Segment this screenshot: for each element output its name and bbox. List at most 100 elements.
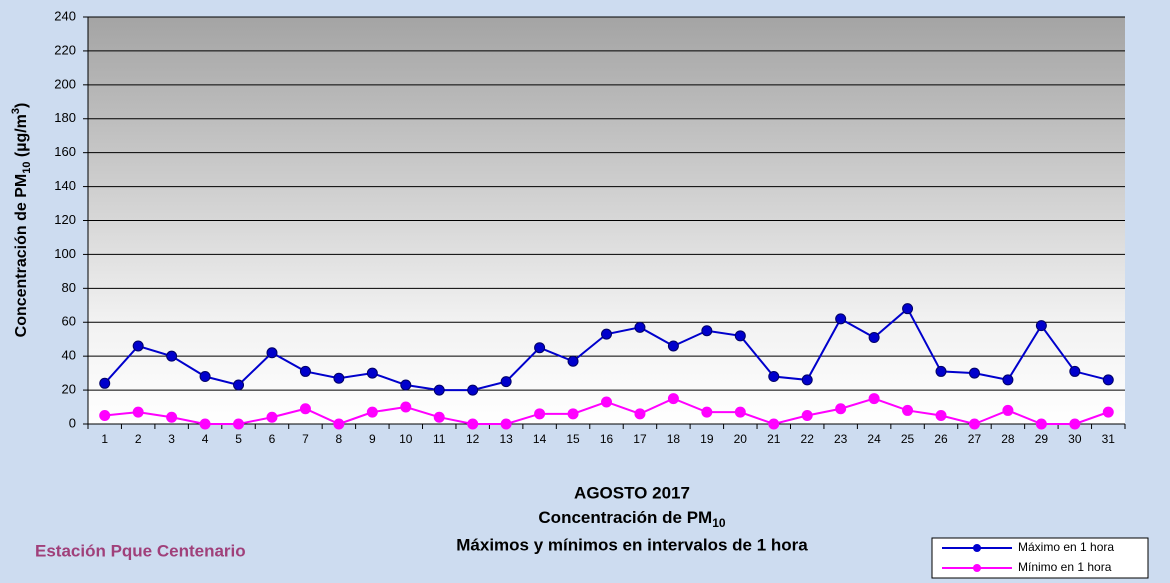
data-point bbox=[903, 405, 913, 415]
data-point bbox=[735, 331, 745, 341]
data-point bbox=[869, 394, 879, 404]
data-point bbox=[969, 368, 979, 378]
x-tick-label: 7 bbox=[302, 432, 309, 446]
data-point bbox=[468, 419, 478, 429]
y-tick-label: 60 bbox=[62, 314, 76, 329]
data-point bbox=[602, 329, 612, 339]
y-tick-label: 160 bbox=[54, 144, 76, 159]
x-tick-label: 4 bbox=[202, 432, 209, 446]
x-tick-label: 20 bbox=[734, 432, 748, 446]
data-point bbox=[769, 419, 779, 429]
data-point bbox=[401, 402, 411, 412]
data-point bbox=[635, 322, 645, 332]
legend-label: Máximo en 1 hora bbox=[1018, 540, 1114, 554]
data-point bbox=[735, 407, 745, 417]
legend-marker bbox=[973, 564, 981, 572]
data-point bbox=[836, 314, 846, 324]
data-point bbox=[1036, 321, 1046, 331]
data-point bbox=[434, 385, 444, 395]
chart-title: AGOSTO 2017 bbox=[574, 483, 690, 502]
data-point bbox=[267, 348, 277, 358]
y-tick-label: 200 bbox=[54, 76, 76, 91]
y-tick-label: 40 bbox=[62, 348, 76, 363]
data-point bbox=[668, 394, 678, 404]
data-point bbox=[501, 419, 511, 429]
data-point bbox=[234, 419, 244, 429]
x-tick-label: 24 bbox=[867, 432, 881, 446]
data-point bbox=[1070, 366, 1080, 376]
x-tick-label: 14 bbox=[533, 432, 547, 446]
data-point bbox=[367, 368, 377, 378]
x-tick-label: 2 bbox=[135, 432, 142, 446]
legend-marker bbox=[973, 544, 981, 552]
data-point bbox=[167, 351, 177, 361]
data-point bbox=[167, 412, 177, 422]
y-tick-label: 80 bbox=[62, 280, 76, 295]
y-tick-label: 0 bbox=[69, 415, 76, 430]
data-point bbox=[468, 385, 478, 395]
data-point bbox=[100, 411, 110, 421]
page: Concentración de PM10 (µg/m3) AGOSTO 201… bbox=[0, 0, 1170, 583]
data-point bbox=[568, 356, 578, 366]
x-tick-label: 5 bbox=[235, 432, 242, 446]
station-name: Estación Pque Centenario bbox=[35, 541, 246, 560]
x-tick-label: 19 bbox=[700, 432, 714, 446]
data-point bbox=[769, 372, 779, 382]
data-point bbox=[1103, 375, 1113, 385]
data-point bbox=[334, 373, 344, 383]
data-point bbox=[267, 412, 277, 422]
data-point bbox=[234, 380, 244, 390]
chart-title: Concentración de PM10 bbox=[538, 508, 725, 530]
data-point bbox=[300, 366, 310, 376]
data-point bbox=[702, 407, 712, 417]
data-point bbox=[133, 407, 143, 417]
x-tick-label: 26 bbox=[934, 432, 948, 446]
x-tick-label: 23 bbox=[834, 432, 848, 446]
data-point bbox=[334, 419, 344, 429]
legend-label: Mínimo en 1 hora bbox=[1018, 560, 1112, 574]
data-point bbox=[936, 366, 946, 376]
data-point bbox=[1103, 407, 1113, 417]
data-point bbox=[668, 341, 678, 351]
x-tick-label: 10 bbox=[399, 432, 413, 446]
data-point bbox=[1036, 419, 1046, 429]
data-point bbox=[802, 375, 812, 385]
data-point bbox=[100, 378, 110, 388]
x-tick-label: 21 bbox=[767, 432, 781, 446]
x-tick-label: 1 bbox=[101, 432, 108, 446]
x-tick-label: 25 bbox=[901, 432, 915, 446]
y-tick-label: 20 bbox=[62, 382, 76, 397]
x-tick-label: 17 bbox=[633, 432, 647, 446]
data-point bbox=[635, 409, 645, 419]
data-point bbox=[936, 411, 946, 421]
data-point bbox=[1003, 405, 1013, 415]
x-tick-label: 11 bbox=[433, 432, 446, 446]
data-point bbox=[401, 380, 411, 390]
data-point bbox=[367, 407, 377, 417]
x-tick-label: 6 bbox=[269, 432, 276, 446]
data-point bbox=[1070, 419, 1080, 429]
x-tick-label: 9 bbox=[369, 432, 376, 446]
x-tick-label: 12 bbox=[466, 432, 480, 446]
data-point bbox=[903, 304, 913, 314]
y-tick-label: 180 bbox=[54, 110, 76, 125]
x-tick-label: 22 bbox=[801, 432, 815, 446]
data-point bbox=[602, 397, 612, 407]
data-point bbox=[1003, 375, 1013, 385]
data-point bbox=[568, 409, 578, 419]
data-point bbox=[501, 377, 511, 387]
data-point bbox=[300, 404, 310, 414]
x-tick-label: 3 bbox=[168, 432, 175, 446]
data-point bbox=[133, 341, 143, 351]
data-point bbox=[200, 372, 210, 382]
x-tick-label: 18 bbox=[667, 432, 681, 446]
y-tick-label: 140 bbox=[54, 178, 76, 193]
x-tick-label: 29 bbox=[1035, 432, 1049, 446]
y-tick-label: 240 bbox=[54, 8, 76, 23]
x-tick-label: 16 bbox=[600, 432, 614, 446]
data-point bbox=[869, 333, 879, 343]
chart-title: Máximos y mínimos en intervalos de 1 hor… bbox=[456, 535, 808, 554]
y-tick-label: 100 bbox=[54, 246, 76, 261]
x-tick-label: 13 bbox=[499, 432, 513, 446]
data-point bbox=[200, 419, 210, 429]
